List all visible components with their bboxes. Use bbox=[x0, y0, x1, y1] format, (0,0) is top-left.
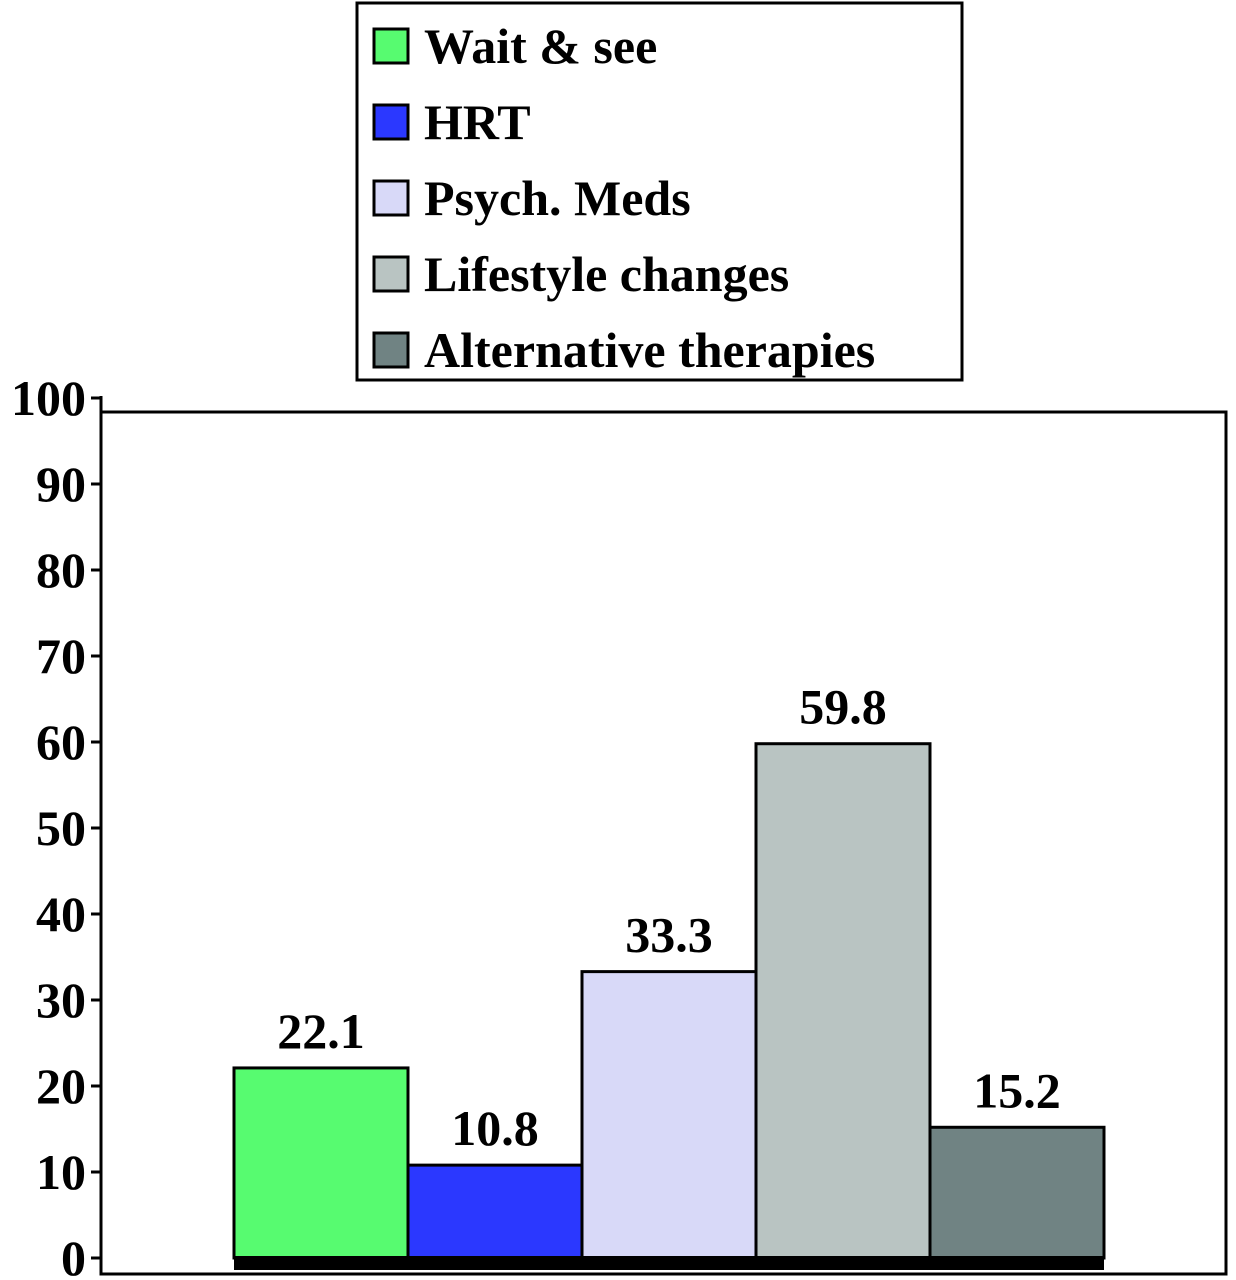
y-tick-label: 80 bbox=[36, 542, 86, 598]
y-tick-label: 70 bbox=[36, 628, 86, 684]
y-axis: 0 10 20 30 40 50 60 70 80 90 100 bbox=[11, 370, 103, 1280]
bar bbox=[406, 1163, 584, 1260]
bar-series: 22.1 10.8 33.3 59.8 15.2 bbox=[232, 679, 1106, 1270]
bar-base bbox=[234, 1256, 1104, 1270]
y-tick-label: 60 bbox=[36, 714, 86, 770]
bar bbox=[928, 1125, 1106, 1260]
y-tick-label: 100 bbox=[11, 370, 86, 426]
y-tick-label: 10 bbox=[36, 1144, 86, 1200]
y-tick-label: 20 bbox=[36, 1058, 86, 1114]
bar bbox=[580, 970, 758, 1260]
bar-value-label: 10.8 bbox=[451, 1100, 539, 1156]
bar bbox=[232, 1066, 410, 1260]
y-tick-label: 0 bbox=[61, 1230, 86, 1280]
chart-legend: Wait & see HRT Psych. Meds Lifestyle change… bbox=[355, 1, 964, 382]
legend-swatch bbox=[372, 179, 410, 217]
legend-label: Psych. Meds bbox=[424, 170, 691, 226]
y-tick-label: 90 bbox=[36, 456, 86, 512]
y-tick-label: 30 bbox=[36, 972, 86, 1028]
legend-label: Wait & see bbox=[424, 18, 657, 74]
legend-box bbox=[355, 1, 964, 382]
legend-label: Alternative therapies bbox=[424, 322, 875, 378]
y-tick-label: 50 bbox=[36, 800, 86, 856]
legend-label: HRT bbox=[424, 94, 531, 150]
legend-swatch bbox=[372, 27, 410, 65]
bar-value-label: 33.3 bbox=[625, 907, 713, 963]
bar-value-label: 15.2 bbox=[973, 1062, 1061, 1118]
y-tick-label: 40 bbox=[36, 886, 86, 942]
bar bbox=[754, 742, 932, 1260]
legend-swatch bbox=[372, 103, 410, 141]
legend-swatch bbox=[372, 331, 410, 369]
bar-value-label: 59.8 bbox=[799, 679, 887, 735]
bar-value-label: 22.1 bbox=[277, 1003, 365, 1059]
legend-swatch bbox=[372, 255, 410, 293]
legend-label: Lifestyle changes bbox=[424, 246, 789, 302]
